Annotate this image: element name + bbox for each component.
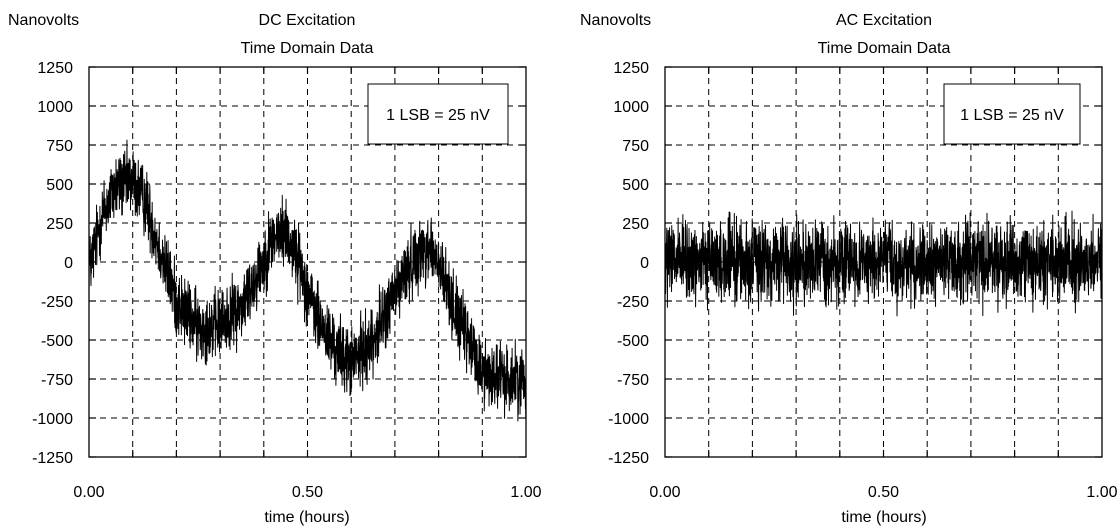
ac-y-tick-label: 0 [640, 255, 649, 272]
ac-x-tick-label: 0.50 [868, 484, 899, 501]
ac-y-tick-label: 750 [622, 138, 649, 155]
dc-y-tick-label: 1000 [37, 99, 73, 116]
dc-x-tick-label: 0.00 [73, 484, 104, 501]
dc-y-tick-label: 1250 [37, 60, 73, 77]
dc-x-tick-labels: 0.00 0.50 1.00 [73, 484, 541, 501]
ac-annotation-box [943, 83, 1081, 145]
dc-plot-frame [88, 66, 527, 458]
ac-x-tick-label: 1.00 [1086, 484, 1117, 501]
dc-axis-ticks [89, 66, 526, 458]
ac-y-tick-label: -1250 [608, 450, 649, 467]
ac-y-tick-label: 1000 [613, 99, 649, 116]
ac-y-tick-labels: 1250 1000 750 500 250 0 -250 -500 -750 -1000 -1250 [608, 60, 649, 467]
ac-annotation-text: 1 LSB = 25 nV [960, 107, 1064, 124]
dc-y-tick-label: 250 [46, 216, 73, 233]
ac-x-tick-label: 0.00 [649, 484, 680, 501]
dc-annotation-text: 1 LSB = 25 nV [386, 107, 490, 124]
ac-x-tick-labels: 0.00 0.50 1.00 [649, 484, 1117, 501]
ac-subtitle: Time Domain Data [818, 40, 951, 57]
ac-chart-panel: Nanovolts AC Excitation Time Domain Data… [580, 12, 1117, 526]
dc-title: DC Excitation [259, 12, 356, 29]
dc-subtitle: Time Domain Data [241, 40, 374, 57]
dc-grid [89, 67, 526, 457]
dc-y-tick-label: -500 [41, 333, 73, 350]
dc-ylabel: Nanovolts [8, 12, 79, 29]
dc-xlabel: time (hours) [264, 509, 349, 526]
ac-plot-frame [664, 66, 1103, 458]
dc-y-tick-label: -1250 [32, 450, 73, 467]
ac-y-tick-label: -500 [617, 333, 649, 350]
dc-x-tick-label: 1.00 [510, 484, 541, 501]
dc-y-tick-label: 500 [46, 177, 73, 194]
dc-x-tick-label: 0.50 [292, 484, 323, 501]
ac-y-tick-label: -1000 [608, 411, 649, 428]
ac-title: AC Excitation [836, 12, 932, 29]
ac-y-tick-label: -250 [617, 294, 649, 311]
dc-y-tick-label: 0 [64, 255, 73, 272]
dc-annotation-box [367, 83, 509, 145]
ac-xlabel: time (hours) [841, 509, 926, 526]
dc-y-tick-label: 750 [46, 138, 73, 155]
ac-y-tick-label: 250 [622, 216, 649, 233]
dc-series-trace [88, 139, 527, 422]
dc-y-tick-labels: 1250 1000 750 500 250 0 -250 -500 -750 -1000 -1250 [32, 60, 73, 467]
ac-series-trace [664, 210, 1103, 317]
dc-chart-panel: Nanovolts DC Excitation Time Domain Data… [8, 12, 542, 526]
ac-y-tick-label: 1250 [613, 60, 649, 77]
dc-y-tick-label: -1000 [32, 411, 73, 428]
ac-ylabel: Nanovolts [580, 12, 651, 29]
dc-y-tick-label: -750 [41, 372, 73, 389]
ac-y-tick-label: 500 [622, 177, 649, 194]
dc-y-tick-label: -250 [41, 294, 73, 311]
ac-y-tick-label: -750 [617, 372, 649, 389]
